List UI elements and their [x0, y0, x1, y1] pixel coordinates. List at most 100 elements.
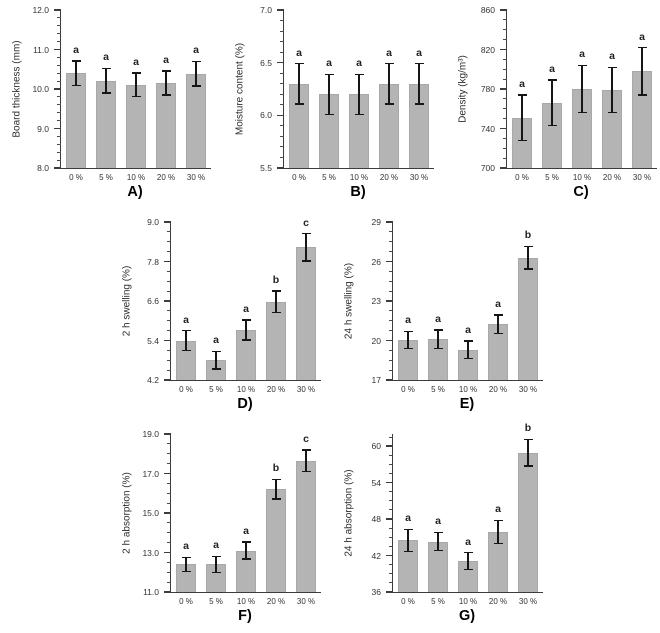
- error-cap-top-0: [517, 94, 527, 96]
- x-tick-label-5: 5 %: [322, 173, 336, 182]
- error-cap-bottom-0: [517, 139, 527, 142]
- significance-letter-30: a: [416, 46, 422, 59]
- y-minor-tick: [167, 270, 171, 272]
- y-tick-label: 9.0: [37, 123, 49, 134]
- y-minor-tick: [389, 536, 393, 538]
- x-tick-label-20: 20 %: [266, 385, 286, 394]
- error-bar-30: [641, 47, 643, 95]
- y-tick-label: 15.0: [142, 508, 159, 518]
- error-bar-0: [185, 330, 187, 351]
- error-cap-top-30: [523, 245, 533, 248]
- error-bar-5: [328, 74, 330, 115]
- plot-area-e: 24 h swelling (%) 17 20 23 26 29 a 0 % a 5 % a 10 …: [344, 217, 543, 394]
- y-minor-tick: [280, 83, 284, 85]
- significance-letter-10: a: [356, 57, 362, 70]
- x-tick-label-0: 0 %: [515, 173, 529, 182]
- y-minor-tick: [280, 104, 284, 106]
- bar-30: [518, 452, 538, 592]
- y-minor-tick: [167, 571, 171, 573]
- significance-letter-20: a: [609, 50, 615, 63]
- plot-area-c: Density (kg/m³) 700 740 780 820 860 a 0 % a 5 % a…: [458, 5, 657, 182]
- significance-letter-5: a: [435, 515, 441, 528]
- y-minor-tick: [503, 19, 507, 21]
- plot-area-d: 2 h swelling (%) 4.2 5.4 6.6 7.8 9.0 a 0 % a 5 %…: [122, 217, 321, 394]
- y-tick-label: 5.4: [147, 335, 159, 346]
- error-cap-bottom-20: [493, 542, 503, 545]
- error-cap-bottom-10: [577, 111, 587, 114]
- y-tick-label: 700: [480, 163, 495, 173]
- error-bar-30: [305, 449, 307, 472]
- x-tick-label-5: 5 %: [431, 597, 445, 606]
- x-tick-label-0: 0 %: [69, 173, 83, 182]
- x-tick-label-30: 30 %: [518, 597, 538, 606]
- y-major-tick: [277, 167, 284, 169]
- error-cap-top-10: [241, 541, 251, 543]
- y-major-tick: [386, 339, 393, 342]
- panel-label-b: B): [350, 184, 366, 200]
- error-bar-30: [195, 61, 197, 86]
- significance-letter-30: b: [524, 422, 532, 435]
- plot-area-b: Moisture content (%) 5.5 6.0 6.5 7.0 a 0 % a 5 …: [235, 5, 434, 182]
- chart-panel-g: 24 h absorption (%) 36 42 48 54 60 a 0 % a 5 % a 1…: [338, 422, 544, 632]
- error-cap-bottom-20: [271, 498, 281, 500]
- error-bar-0: [75, 60, 77, 86]
- chart-panel-b: Moisture content (%) 5.5 6.0 6.5 7.0 a 0 % a 5 …: [229, 5, 435, 208]
- significance-letter-0: a: [296, 46, 302, 59]
- y-minor-tick: [167, 320, 171, 322]
- y-tick-label: 7.8: [147, 256, 159, 267]
- bar-30: [296, 247, 316, 380]
- error-cap-top-20: [384, 62, 394, 65]
- bar-5: [96, 80, 116, 168]
- bar-0: [66, 73, 86, 168]
- y-minor-tick: [167, 241, 171, 243]
- error-bar-0: [407, 331, 409, 349]
- error-cap-top-5: [324, 73, 334, 76]
- y-minor-tick: [57, 104, 61, 106]
- y-major-tick: [277, 114, 284, 116]
- significance-letter-20: b: [272, 462, 280, 475]
- x-tick-label-10: 10 %: [349, 173, 369, 182]
- error-cap-bottom-20: [493, 332, 503, 335]
- y-minor-tick: [389, 359, 393, 361]
- x-tick-label-30: 30 %: [518, 385, 538, 394]
- y-tick-label: 6.6: [147, 296, 159, 306]
- significance-letter-10: a: [243, 303, 249, 316]
- y-minor-tick: [167, 561, 171, 563]
- y-tick-label: 4.2: [147, 375, 159, 385]
- x-tick-label-0: 0 %: [179, 385, 193, 394]
- plot-area-f: 2 h absorption (%) 11.0 13.0 15.0 17.0 19.0 a…: [122, 429, 321, 606]
- y-minor-tick: [57, 17, 61, 19]
- bar-30: [296, 460, 316, 592]
- significance-letter-30: c: [303, 432, 309, 445]
- x-tick-label-20: 20 %: [156, 173, 176, 182]
- y-minor-tick: [280, 51, 284, 53]
- significance-letter-0: a: [73, 43, 79, 56]
- error-cap-bottom-30: [301, 470, 311, 473]
- y-major-tick: [54, 48, 61, 51]
- x-tick-label-20: 20 %: [379, 173, 399, 182]
- y-minor-tick: [280, 135, 284, 137]
- y-minor-tick: [167, 542, 171, 544]
- error-bar-5: [437, 329, 439, 349]
- error-bar-30: [418, 63, 420, 104]
- y-minor-tick: [57, 120, 61, 122]
- y-minor-tick: [280, 156, 284, 158]
- error-cap-bottom-10: [354, 113, 364, 116]
- y-minor-tick: [503, 78, 507, 80]
- error-bar-20: [497, 520, 499, 544]
- error-cap-bottom-0: [181, 349, 191, 352]
- y-major-tick: [500, 48, 507, 51]
- error-cap-top-0: [71, 60, 81, 62]
- y-major-tick: [54, 167, 61, 169]
- error-cap-bottom-30: [523, 268, 533, 270]
- error-cap-top-20: [271, 478, 281, 481]
- panel-label-a: A): [127, 184, 143, 200]
- y-minor-tick: [167, 251, 171, 253]
- error-cap-bottom-5: [211, 368, 221, 370]
- y-minor-tick: [503, 108, 507, 110]
- error-cap-top-10: [577, 64, 587, 67]
- bar-30: [186, 73, 206, 168]
- error-cap-top-10: [463, 340, 473, 342]
- figure-row-3: 2 h absorption (%) 11.0 13.0 15.0 17.0 19.0 a…: [0, 422, 660, 632]
- error-cap-top-5: [211, 350, 221, 353]
